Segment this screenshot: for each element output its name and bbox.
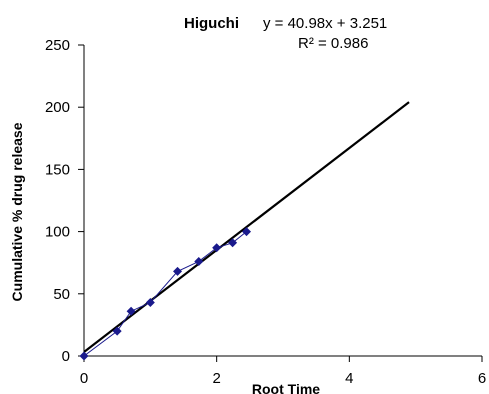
- data-point: [145, 298, 155, 308]
- data-point: [126, 306, 136, 316]
- y-tick-label: 200: [45, 99, 70, 116]
- y-tick-label: 0: [62, 348, 70, 365]
- x-tick-label: 6: [478, 370, 486, 387]
- x-axis-title: Root Time: [252, 381, 320, 394]
- y-axis-ticks: 0 50 100 150 200 250: [45, 37, 84, 365]
- data-point: [194, 256, 204, 266]
- x-axis-ticks: 0 2 4 6: [80, 356, 486, 387]
- y-axis-title: Cumulative % drug release: [9, 122, 25, 301]
- data-point: [242, 227, 252, 237]
- series-line: [83, 231, 247, 357]
- annotation-r-squared: R² = 0.986: [298, 35, 368, 52]
- data-point: [212, 243, 222, 253]
- axes: [83, 45, 482, 357]
- trendline-layer: [83, 101, 410, 353]
- annotation-model-name: Higuchi: [184, 15, 239, 32]
- y-tick-label: 150: [45, 161, 70, 178]
- data-point: [173, 266, 183, 276]
- y-tick-label: 50: [53, 286, 70, 303]
- x-tick-label: 2: [212, 370, 220, 387]
- x-tick-label: 0: [80, 370, 88, 387]
- x-tick-label: 4: [345, 370, 353, 387]
- data-point: [228, 238, 238, 248]
- annotation-equation: y = 40.98x + 3.251: [263, 15, 387, 32]
- trendline: [83, 101, 410, 353]
- data-point: [112, 326, 122, 336]
- y-tick-label: 100: [45, 224, 70, 241]
- data-point: [79, 351, 89, 361]
- series-layer: [79, 227, 252, 361]
- y-tick-label: 250: [45, 37, 70, 54]
- trendline-annotation: Higuchi y = 40.98x + 3.251 R² = 0.986: [184, 15, 387, 52]
